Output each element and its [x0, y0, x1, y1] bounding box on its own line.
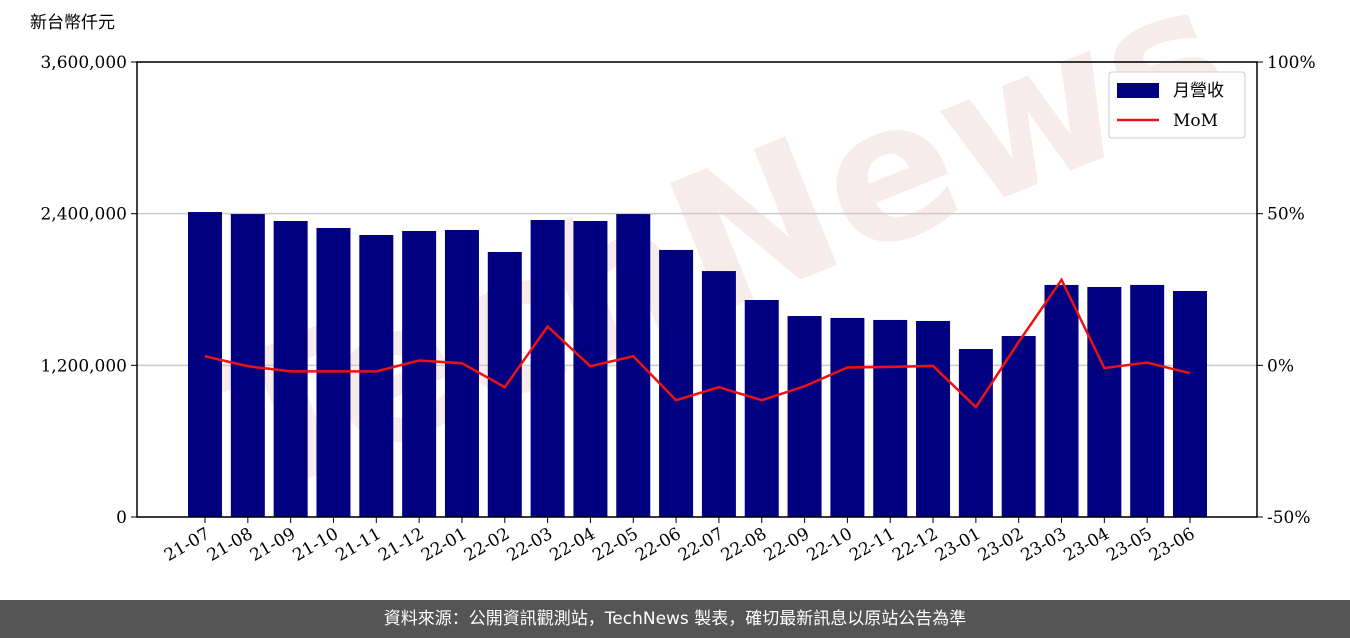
bar — [188, 212, 222, 517]
x-tick-label: 22-07 — [675, 524, 727, 566]
x-tick-label: 23-06 — [1146, 524, 1198, 566]
bar — [402, 230, 437, 518]
bar — [787, 316, 822, 517]
x-tick-label: 21-11 — [332, 524, 384, 566]
source-note: 資料來源：公開資訊觀測站，TechNews 製表，確切最新訊息以原站公告為準 — [0, 600, 1350, 638]
bar — [530, 219, 565, 517]
x-tick-label: 22-11 — [846, 524, 898, 566]
chart: TechNews 新台幣仟元 01,200,0002,400,0003,600,… — [30, 0, 1316, 566]
line — [204, 277, 1191, 410]
legend-label: MoM — [1173, 111, 1218, 131]
x-tick-label: 22-09 — [761, 524, 813, 566]
x-tick-label: 23-01 — [932, 524, 984, 566]
y2-tick-label: -50% — [1267, 508, 1311, 528]
y2-tick-label: 50% — [1267, 205, 1305, 225]
bar — [659, 249, 694, 517]
bar — [359, 235, 394, 518]
bar — [830, 317, 865, 517]
x-tick-label: 22-05 — [589, 524, 641, 566]
x-tick-label: 21-08 — [204, 524, 256, 566]
y-tick-label: 2,400,000 — [40, 205, 127, 225]
legend-label: 月營收 — [1173, 81, 1224, 101]
bar — [916, 320, 951, 517]
bar — [1044, 284, 1079, 517]
bar — [744, 299, 779, 517]
bar — [958, 349, 993, 517]
x-tick-label: 23-05 — [1103, 524, 1155, 566]
bar — [444, 229, 479, 518]
x-tick-label: 22-02 — [461, 524, 513, 566]
bar — [616, 214, 651, 517]
bar — [1001, 336, 1036, 517]
x-tick-label: 22-06 — [632, 524, 684, 566]
bar — [1087, 286, 1122, 517]
bar — [1173, 291, 1207, 517]
y2-tick-label: 0% — [1267, 356, 1294, 376]
y-tick-label: 3,600,000 — [40, 53, 127, 73]
bar — [487, 251, 522, 517]
y2-tick-label: 100% — [1267, 53, 1316, 73]
x-tick-label: 22-12 — [889, 524, 941, 566]
y-tick-label: 0 — [116, 508, 127, 528]
x-tick-label: 23-04 — [1060, 524, 1112, 566]
bar — [573, 220, 608, 517]
x-tick-label: 23-02 — [975, 524, 1027, 566]
x-tick-label: 22-03 — [504, 524, 556, 566]
bar — [701, 271, 736, 517]
bar — [873, 319, 908, 517]
x-tick-label: 22-04 — [546, 524, 598, 566]
y-axis-label: 新台幣仟元 — [30, 13, 115, 33]
y-tick-label: 1,200,000 — [40, 356, 127, 376]
x-tick-label: 21-12 — [375, 524, 427, 566]
x-tick-label: 21-07 — [161, 524, 213, 566]
plot-frame — [136, 61, 1258, 518]
x-tick-label: 22-10 — [803, 524, 855, 566]
x-tick-label: 23-03 — [1018, 524, 1070, 566]
legend-swatch — [1117, 83, 1159, 98]
x-tick-label: 22-01 — [418, 524, 470, 566]
bar — [1130, 284, 1165, 517]
x-tick-label: 22-08 — [718, 524, 770, 566]
